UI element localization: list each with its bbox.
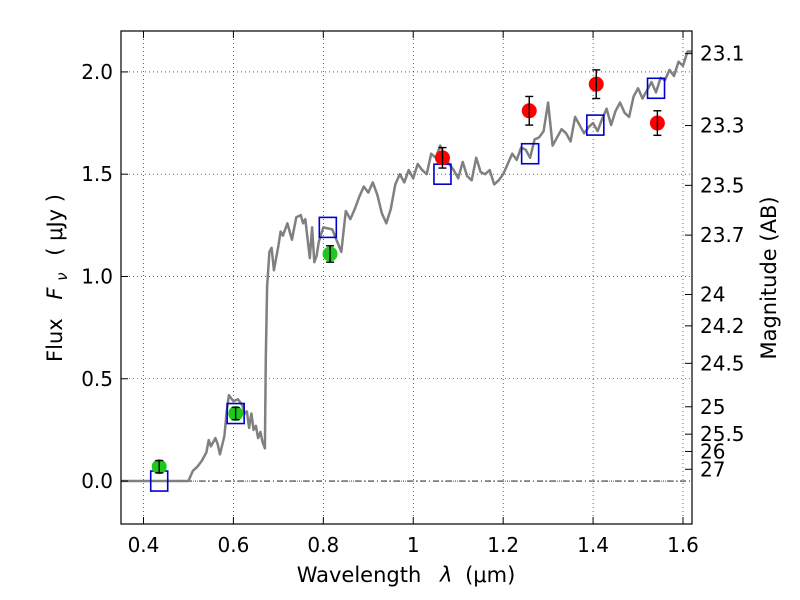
model-photometry-square [520,142,540,165]
y2-tick-label: 23.7 [700,223,745,247]
y2-tick-label: 24 [700,282,725,306]
x-tick-label: 1.2 [487,533,519,557]
x-tick-label: 0.8 [307,533,339,557]
y2-tick-label: 26 [700,439,725,463]
y2-tick-label: 25 [700,395,725,419]
y-tick-label: 2.0 [81,60,113,84]
y2-tick-label: 25.5 [700,422,745,446]
y-tick-label: 0.0 [81,469,113,493]
y2-tick-label: 24.2 [700,314,745,338]
spectrum-layer [121,50,692,483]
x-tick-label: 1.6 [667,533,699,557]
axis-ticks: 0.4 0.6 0.8 1 1.2 1.4 1.6 0.0 0.5 1.0 1.5 2.0 23.1 23… [81,31,745,557]
y2-tick-label: 23.1 [700,42,745,66]
x-tick-label: 0.4 [128,533,160,557]
y-axis-label: Flux F ν ( μJy ) [43,194,72,362]
right-axis-label: Magnitude (AB) [757,196,781,359]
model-photometry-square [586,114,605,136]
y-tick-label: 0.5 [81,367,113,391]
model-photometry-square [226,402,245,425]
x-axis-label: Wavelength λ (μm) [297,563,516,587]
y2-tick-label: 24.5 [700,351,745,375]
x-tick-label: 1 [407,533,420,557]
plot-area-frame [120,30,693,525]
spectrum-line [121,50,692,483]
photometry-marks [149,69,666,492]
y-tick-label: 1.5 [81,162,113,186]
y-tick-label: 1.0 [81,264,113,288]
y2-tick-label: 27 [700,457,725,481]
x-tick-label: 0.6 [217,533,249,557]
x-tick-label: 1.4 [577,533,609,557]
y2-tick-label: 23.5 [700,173,745,197]
model-photometry-square [646,77,666,100]
y2-tick-label: 23.3 [700,114,745,138]
model-photometry-square [318,216,338,239]
